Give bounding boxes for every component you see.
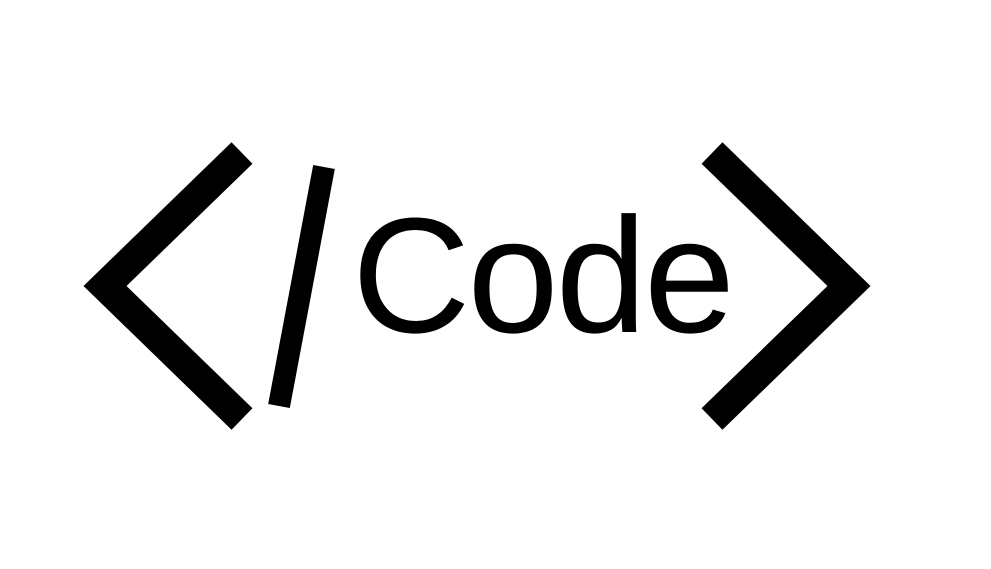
- right-angle-bracket-icon: [701, 142, 871, 430]
- left-angle-bracket-icon: [83, 142, 253, 430]
- slash-icon: [268, 164, 335, 409]
- logo-text: Code: [352, 184, 735, 367]
